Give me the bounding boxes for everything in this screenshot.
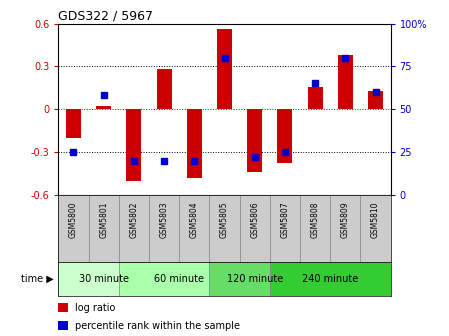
Text: GSM5810: GSM5810 <box>371 202 380 238</box>
Bar <box>66 109 81 138</box>
Bar <box>58 262 149 296</box>
Text: percentile rank within the sample: percentile rank within the sample <box>75 321 240 331</box>
Bar <box>247 109 262 172</box>
Bar <box>187 109 202 178</box>
Text: 60 minute: 60 minute <box>154 274 204 284</box>
Text: 30 minute: 30 minute <box>79 274 129 284</box>
Text: GSM5803: GSM5803 <box>159 202 168 238</box>
Text: GSM5801: GSM5801 <box>99 202 108 238</box>
Bar <box>270 262 391 296</box>
Text: 120 minute: 120 minute <box>227 274 283 284</box>
Bar <box>209 262 300 296</box>
Text: GSM5806: GSM5806 <box>250 202 259 238</box>
Text: GSM5808: GSM5808 <box>311 202 320 238</box>
Bar <box>58 303 68 312</box>
Text: 240 minute: 240 minute <box>302 274 358 284</box>
Text: GSM5807: GSM5807 <box>281 202 290 238</box>
Bar <box>119 262 240 296</box>
Text: time ▶: time ▶ <box>21 274 54 284</box>
Text: GSM5804: GSM5804 <box>190 202 199 238</box>
Text: GSM5800: GSM5800 <box>69 202 78 238</box>
Bar <box>58 321 68 331</box>
Text: GSM5802: GSM5802 <box>129 202 138 238</box>
Bar <box>126 109 141 181</box>
Text: GSM5805: GSM5805 <box>220 202 229 238</box>
Bar <box>368 91 383 109</box>
Bar <box>338 55 353 109</box>
Bar <box>96 107 111 109</box>
Text: GDS322 / 5967: GDS322 / 5967 <box>58 9 154 23</box>
Bar <box>277 109 292 164</box>
Bar <box>157 69 172 109</box>
Text: GSM5809: GSM5809 <box>341 202 350 238</box>
Text: log ratio: log ratio <box>75 302 115 312</box>
Bar <box>308 87 323 109</box>
Bar <box>217 29 232 109</box>
